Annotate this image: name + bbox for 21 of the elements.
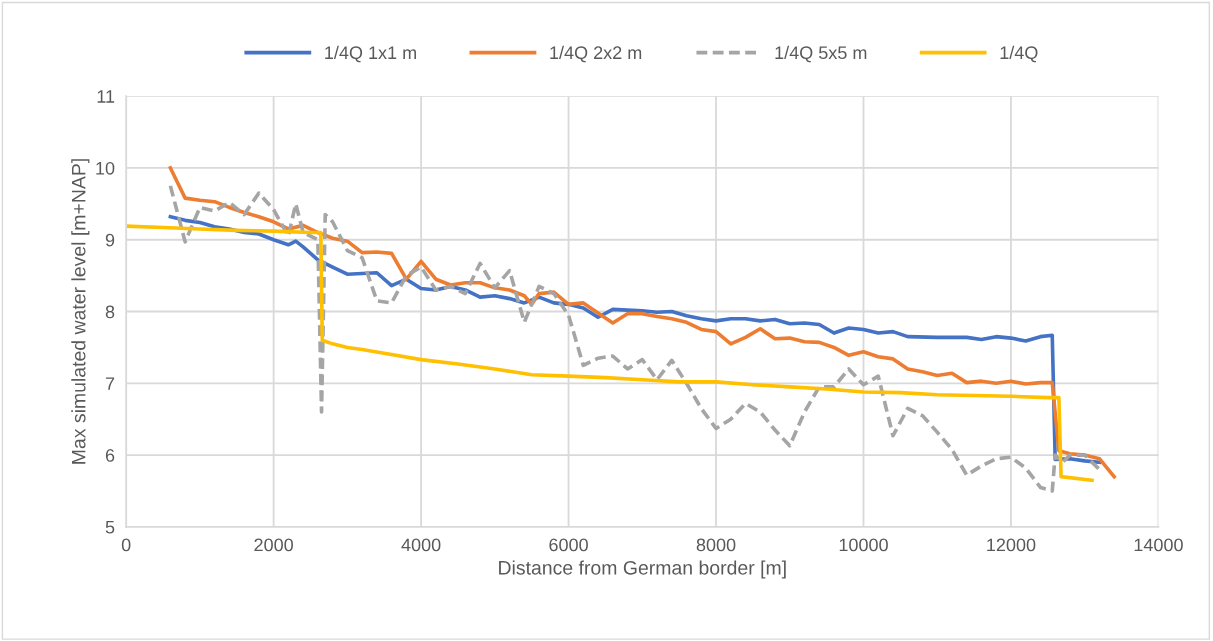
legend-label: 1/4Q 1x1 m bbox=[325, 45, 416, 63]
y-axis-title: Max simulated water level [m+NAP] bbox=[71, 159, 90, 464]
legend-label: 1/4Q 5x5 m bbox=[775, 45, 867, 63]
x-tick-label: 12000 bbox=[987, 538, 1036, 552]
y-tick-label: 7 bbox=[105, 377, 115, 390]
y-tick-label: 9 bbox=[105, 233, 115, 247]
x-tick-label: 0 bbox=[121, 538, 131, 552]
x-tick-label: 8000 bbox=[696, 538, 736, 552]
y-tick-label: 10 bbox=[96, 161, 115, 175]
y-tick-label: 8 bbox=[105, 305, 115, 319]
x-tick-label: 14000 bbox=[1134, 538, 1183, 552]
y-tick-label: 5 bbox=[105, 521, 115, 534]
y-tick-label: 11 bbox=[97, 90, 115, 103]
x-tick-label: 6000 bbox=[549, 538, 588, 552]
x-tick-label: 10000 bbox=[839, 538, 888, 552]
y-tick-label: 6 bbox=[105, 449, 115, 462]
legend-label: 1/4Q 2x2 m bbox=[550, 45, 642, 63]
legend-label: 1/4Q bbox=[1000, 45, 1038, 63]
x-tick-label: 2000 bbox=[254, 538, 293, 552]
x-tick-label: 4000 bbox=[401, 538, 441, 552]
x-axis-title: Distance from German border [m] bbox=[499, 560, 786, 579]
